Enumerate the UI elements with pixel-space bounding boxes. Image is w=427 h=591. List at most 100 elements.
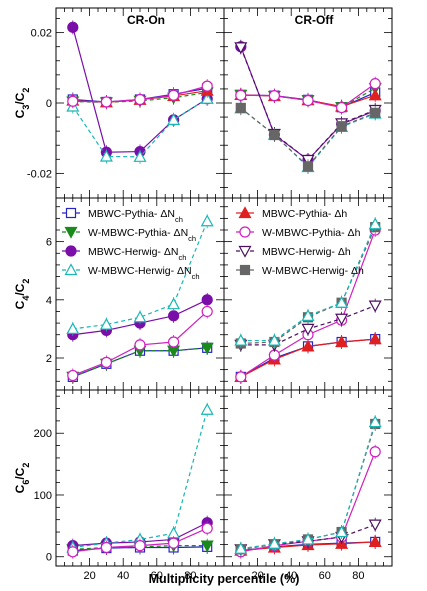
data-point bbox=[368, 519, 382, 532]
y-axis-label: C4/C2 bbox=[13, 279, 31, 310]
data-point bbox=[336, 101, 348, 114]
panel-c4_cr_off bbox=[223, 197, 393, 391]
legend-entry: W-MBWC-Herwig- Δh bbox=[236, 264, 364, 277]
legends-layer: MBWC-Pythia- ΔNch W-MBWC-Pythia- ΔNch MBWC… bbox=[62, 206, 364, 281]
data-point bbox=[100, 541, 113, 554]
y-tick-label: 4 bbox=[46, 295, 52, 307]
data-point bbox=[201, 294, 213, 306]
data-point bbox=[368, 88, 382, 101]
series-right_wmbwc_pythia bbox=[67, 521, 213, 559]
legend-label: MBWC-Pythia- ΔNch bbox=[88, 208, 183, 224]
panel-c3_cr_on: -0.02 0 0.02 CR-On C3/C2 bbox=[13, 7, 225, 199]
data-point bbox=[368, 535, 382, 548]
legend-marker bbox=[65, 207, 77, 219]
y-axis-label: C6/C2 bbox=[13, 463, 31, 494]
legend-label: MBWC-Herwig- ΔNch bbox=[88, 246, 186, 262]
data-point bbox=[267, 537, 281, 549]
data-point bbox=[301, 532, 315, 545]
legend-marker bbox=[238, 245, 252, 258]
series-line bbox=[72, 221, 208, 330]
x-tick-label: 40 bbox=[285, 570, 297, 582]
data-point bbox=[235, 89, 247, 101]
legend-entry: W-MBWC-Pythia- ΔNch bbox=[62, 226, 196, 243]
data-point bbox=[235, 102, 246, 114]
legend-label: W-MBWC-Pythia- Δh bbox=[262, 227, 361, 239]
panel-title: CR-On bbox=[127, 13, 165, 27]
x-tick-label: 40 bbox=[117, 570, 129, 582]
data-point bbox=[200, 540, 214, 553]
data-point bbox=[201, 80, 213, 92]
legend-marker bbox=[238, 206, 252, 219]
series-line bbox=[240, 423, 376, 550]
data-point bbox=[336, 121, 347, 132]
legend-marker bbox=[65, 245, 77, 257]
series-wmbwc_herwig bbox=[66, 214, 214, 336]
panel-c6_cr_on: 0 100 200 20 40 60 80 C6/C2 bbox=[13, 389, 225, 582]
data-point bbox=[67, 21, 79, 33]
series-line bbox=[240, 223, 376, 342]
y-tick-label: -0.02 bbox=[27, 168, 52, 180]
y-tick-label: 100 bbox=[34, 490, 52, 502]
data-point bbox=[234, 42, 248, 55]
data-point bbox=[200, 92, 214, 104]
data-point bbox=[201, 305, 213, 318]
series-line bbox=[72, 545, 208, 550]
data-point bbox=[67, 95, 79, 107]
series-right_wmbwc_pythia bbox=[67, 304, 213, 383]
x-tick-label: 60 bbox=[151, 570, 163, 582]
series-mbwc_herwig bbox=[67, 20, 213, 160]
data-point bbox=[269, 129, 280, 141]
data-point bbox=[368, 415, 382, 428]
series-line bbox=[240, 107, 376, 168]
legend-entry: W-MBWC-Pythia- Δh bbox=[236, 226, 361, 239]
data-point bbox=[235, 371, 247, 383]
x-axis-label: Multiplicity percentile (%) bbox=[149, 572, 300, 586]
data-point bbox=[66, 322, 80, 335]
data-point bbox=[268, 90, 280, 102]
data-point bbox=[100, 96, 113, 108]
data-point bbox=[368, 217, 382, 230]
data-point bbox=[67, 369, 79, 382]
data-point bbox=[133, 310, 147, 323]
legend-label: W-MBWC-Herwig- ΔNch bbox=[88, 265, 200, 281]
data-point bbox=[67, 546, 79, 558]
legend-label: MBWC-Herwig- Δh bbox=[262, 246, 351, 258]
data-point bbox=[133, 150, 147, 162]
data-point bbox=[234, 333, 248, 346]
legend-label: MBWC-Pythia- Δh bbox=[262, 208, 347, 220]
y-tick-label: 2 bbox=[46, 353, 52, 365]
y-tick-label: 200 bbox=[34, 428, 52, 440]
data-point bbox=[134, 339, 146, 351]
panel-c6_cr_off: 20 40 60 80 bbox=[223, 389, 393, 582]
x-tick-label: 20 bbox=[251, 570, 263, 582]
data-point bbox=[167, 113, 181, 125]
data-point bbox=[267, 333, 281, 346]
data-point bbox=[335, 525, 349, 538]
data-point bbox=[301, 339, 315, 352]
legend-entry: MBWC-Pythia- ΔNch bbox=[62, 207, 183, 224]
x-tick-label: 80 bbox=[184, 570, 196, 582]
legend-marker bbox=[239, 226, 251, 238]
data-point bbox=[335, 335, 349, 348]
data-point bbox=[168, 336, 180, 348]
panels-layer: -0.02 0 0.02 CR-On C3/C2 CR-Off 2 4 6 C4/C2 0 100 20… bbox=[13, 7, 393, 582]
panel-title: CR-Off bbox=[295, 13, 335, 27]
data-point bbox=[200, 342, 214, 355]
data-point bbox=[99, 317, 113, 330]
data-point bbox=[200, 403, 214, 415]
legend-entry: MBWC-Pythia- Δh bbox=[236, 206, 347, 220]
series-wmbwc_herwig bbox=[234, 217, 382, 348]
legend-label: W-MBWC-Pythia- ΔNch bbox=[88, 227, 196, 243]
y-axis-label: C3/C2 bbox=[13, 88, 31, 119]
data-point bbox=[335, 313, 349, 326]
legend-label: W-MBWC-Herwig- Δh bbox=[262, 265, 364, 277]
data-point bbox=[369, 446, 381, 458]
data-point bbox=[368, 332, 382, 345]
panel-c3_cr_off: CR-Off bbox=[223, 7, 393, 199]
data-point bbox=[200, 214, 214, 227]
data-point bbox=[368, 300, 382, 313]
legend-entry: MBWC-Herwig- ΔNch bbox=[62, 245, 186, 262]
y-tick-label: 0 bbox=[46, 552, 52, 564]
series-wmbwc_herwig bbox=[66, 402, 214, 555]
